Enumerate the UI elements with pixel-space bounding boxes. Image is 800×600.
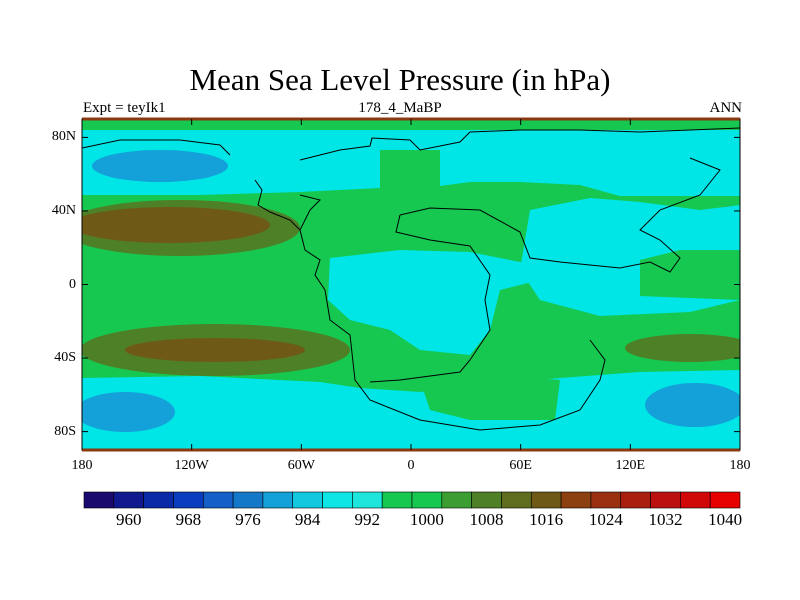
colorbar-swatch	[472, 492, 502, 508]
x-tick-label: 180	[710, 458, 770, 474]
y-tick-label: 80N	[20, 129, 76, 145]
colorbar-swatch	[263, 492, 293, 508]
y-tick-label: 0	[20, 277, 76, 293]
x-tick-label: 0	[381, 458, 441, 474]
colorbar-label: 960	[104, 510, 154, 530]
east-green-band	[640, 250, 740, 300]
colorbar-label: 992	[342, 510, 392, 530]
colorbar-label: 1008	[462, 510, 512, 530]
colorbar-swatch	[233, 492, 263, 508]
colorbar-swatch	[651, 492, 681, 508]
colorbar-swatch	[710, 492, 740, 508]
colorbar-swatch	[352, 492, 382, 508]
colorbar-label: 1024	[581, 510, 631, 530]
colorbar-swatch	[114, 492, 144, 508]
x-tick-label: 180	[52, 458, 112, 474]
north-pacific-low	[92, 150, 228, 182]
colorbar-swatch	[561, 492, 591, 508]
y-tick-label: 40S	[20, 350, 76, 366]
colorbar-swatch	[84, 492, 114, 508]
south-pacific-high	[125, 338, 305, 362]
colorbar-swatch	[591, 492, 621, 508]
x-tick-label: 60E	[491, 458, 551, 474]
south-west-low	[75, 392, 175, 432]
colorbar-swatch	[680, 492, 710, 508]
colorbar-swatch	[382, 492, 412, 508]
colorbar-swatch	[501, 492, 531, 508]
x-tick-label: 120W	[162, 458, 222, 474]
x-tick-label: 120E	[600, 458, 660, 474]
colorbar-swatch	[293, 492, 323, 508]
colorbar-label: 1016	[521, 510, 571, 530]
y-tick-label: 40N	[20, 203, 76, 219]
north-green-patch	[380, 150, 440, 190]
colorbar-swatch	[621, 492, 651, 508]
south-east-low	[645, 383, 745, 427]
colorbar-swatch	[203, 492, 233, 508]
colorbar-label: 984	[283, 510, 333, 530]
colorbar-swatch	[173, 492, 203, 508]
colorbar-swatch	[412, 492, 442, 508]
colorbar-label: 1040	[700, 510, 750, 530]
colorbar-label: 1032	[640, 510, 690, 530]
pressure-field	[60, 119, 775, 450]
colorbar	[84, 492, 740, 508]
colorbar-swatch	[442, 492, 472, 508]
colorbar-swatch	[144, 492, 174, 508]
colorbar-label: 976	[223, 510, 273, 530]
colorbar-label: 968	[163, 510, 213, 530]
colorbar-swatch	[323, 492, 353, 508]
x-tick-label: 60W	[271, 458, 331, 474]
colorbar-swatch	[531, 492, 561, 508]
north-pacific-high	[70, 207, 270, 243]
colorbar-label: 1000	[402, 510, 452, 530]
y-tick-label: 80S	[20, 424, 76, 440]
